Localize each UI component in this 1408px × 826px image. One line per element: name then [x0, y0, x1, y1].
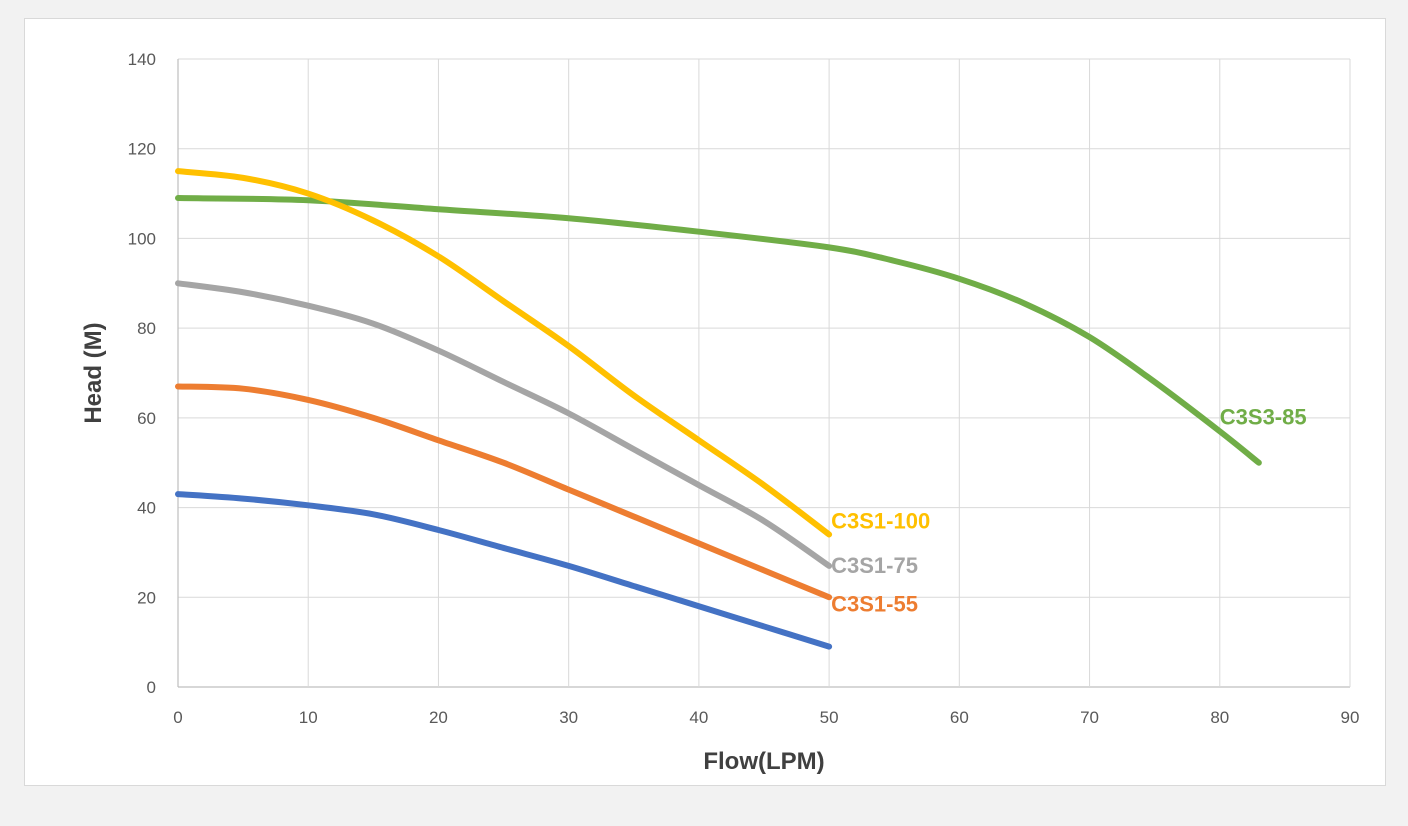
x-axis-title: Flow(LPM)	[703, 748, 824, 775]
y-tick-label: 120	[128, 140, 156, 159]
series-line-c3s1-75	[175, 280, 833, 569]
x-tick-label: 40	[689, 708, 708, 727]
y-axis-title: Head (M)	[80, 322, 107, 423]
x-tick-label: 10	[299, 708, 318, 727]
pump-curve-chart: 0 20 40 60 80 100 120 140 0 10 20 30 40 50 60 70 80 90 C3…	[80, 50, 1360, 775]
series-line-c3s1-100	[175, 168, 833, 538]
x-tick-label: 50	[820, 708, 839, 727]
series-label-c3s3-85: C3S3-85	[1220, 405, 1307, 430]
y-tick-label: 140	[128, 50, 156, 69]
x-tick-label: 80	[1210, 708, 1229, 727]
axes: 0 20 40 60 80 100 120 140 0 10 20 30 40 50 60 70 80 90	[128, 50, 1360, 727]
y-tick-label: 20	[137, 588, 156, 607]
x-tick-label: 70	[1080, 708, 1099, 727]
series-labels: C3S3-85 C3S1-100 C3S1-75 C3S1-55	[831, 405, 1307, 617]
series-label-c3s1-75: C3S1-75	[831, 553, 918, 578]
y-tick-label: 60	[137, 409, 156, 428]
grid	[177, 58, 1351, 688]
y-tick-label: 0	[147, 678, 156, 697]
y-tick-label: 100	[128, 229, 156, 248]
y-tick-label: 40	[137, 499, 156, 518]
x-tick-label: 20	[429, 708, 448, 727]
series-label-c3s1-55: C3S1-55	[831, 591, 918, 616]
series-line-unlabeled	[175, 491, 833, 650]
x-tick-label: 60	[950, 708, 969, 727]
x-tick-label: 90	[1341, 708, 1360, 727]
chart-card: 0 20 40 60 80 100 120 140 0 10 20 30 40 50 60 70 80 90 C3…	[24, 18, 1386, 786]
series-line-c3s1-55	[175, 383, 833, 601]
x-tick-label: 0	[173, 708, 182, 727]
series-label-c3s1-100: C3S1-100	[831, 508, 930, 533]
series-group	[175, 168, 1262, 650]
series-line-c3s3-85	[175, 195, 1262, 466]
x-tick-label: 30	[559, 708, 578, 727]
y-tick-label: 80	[137, 319, 156, 338]
